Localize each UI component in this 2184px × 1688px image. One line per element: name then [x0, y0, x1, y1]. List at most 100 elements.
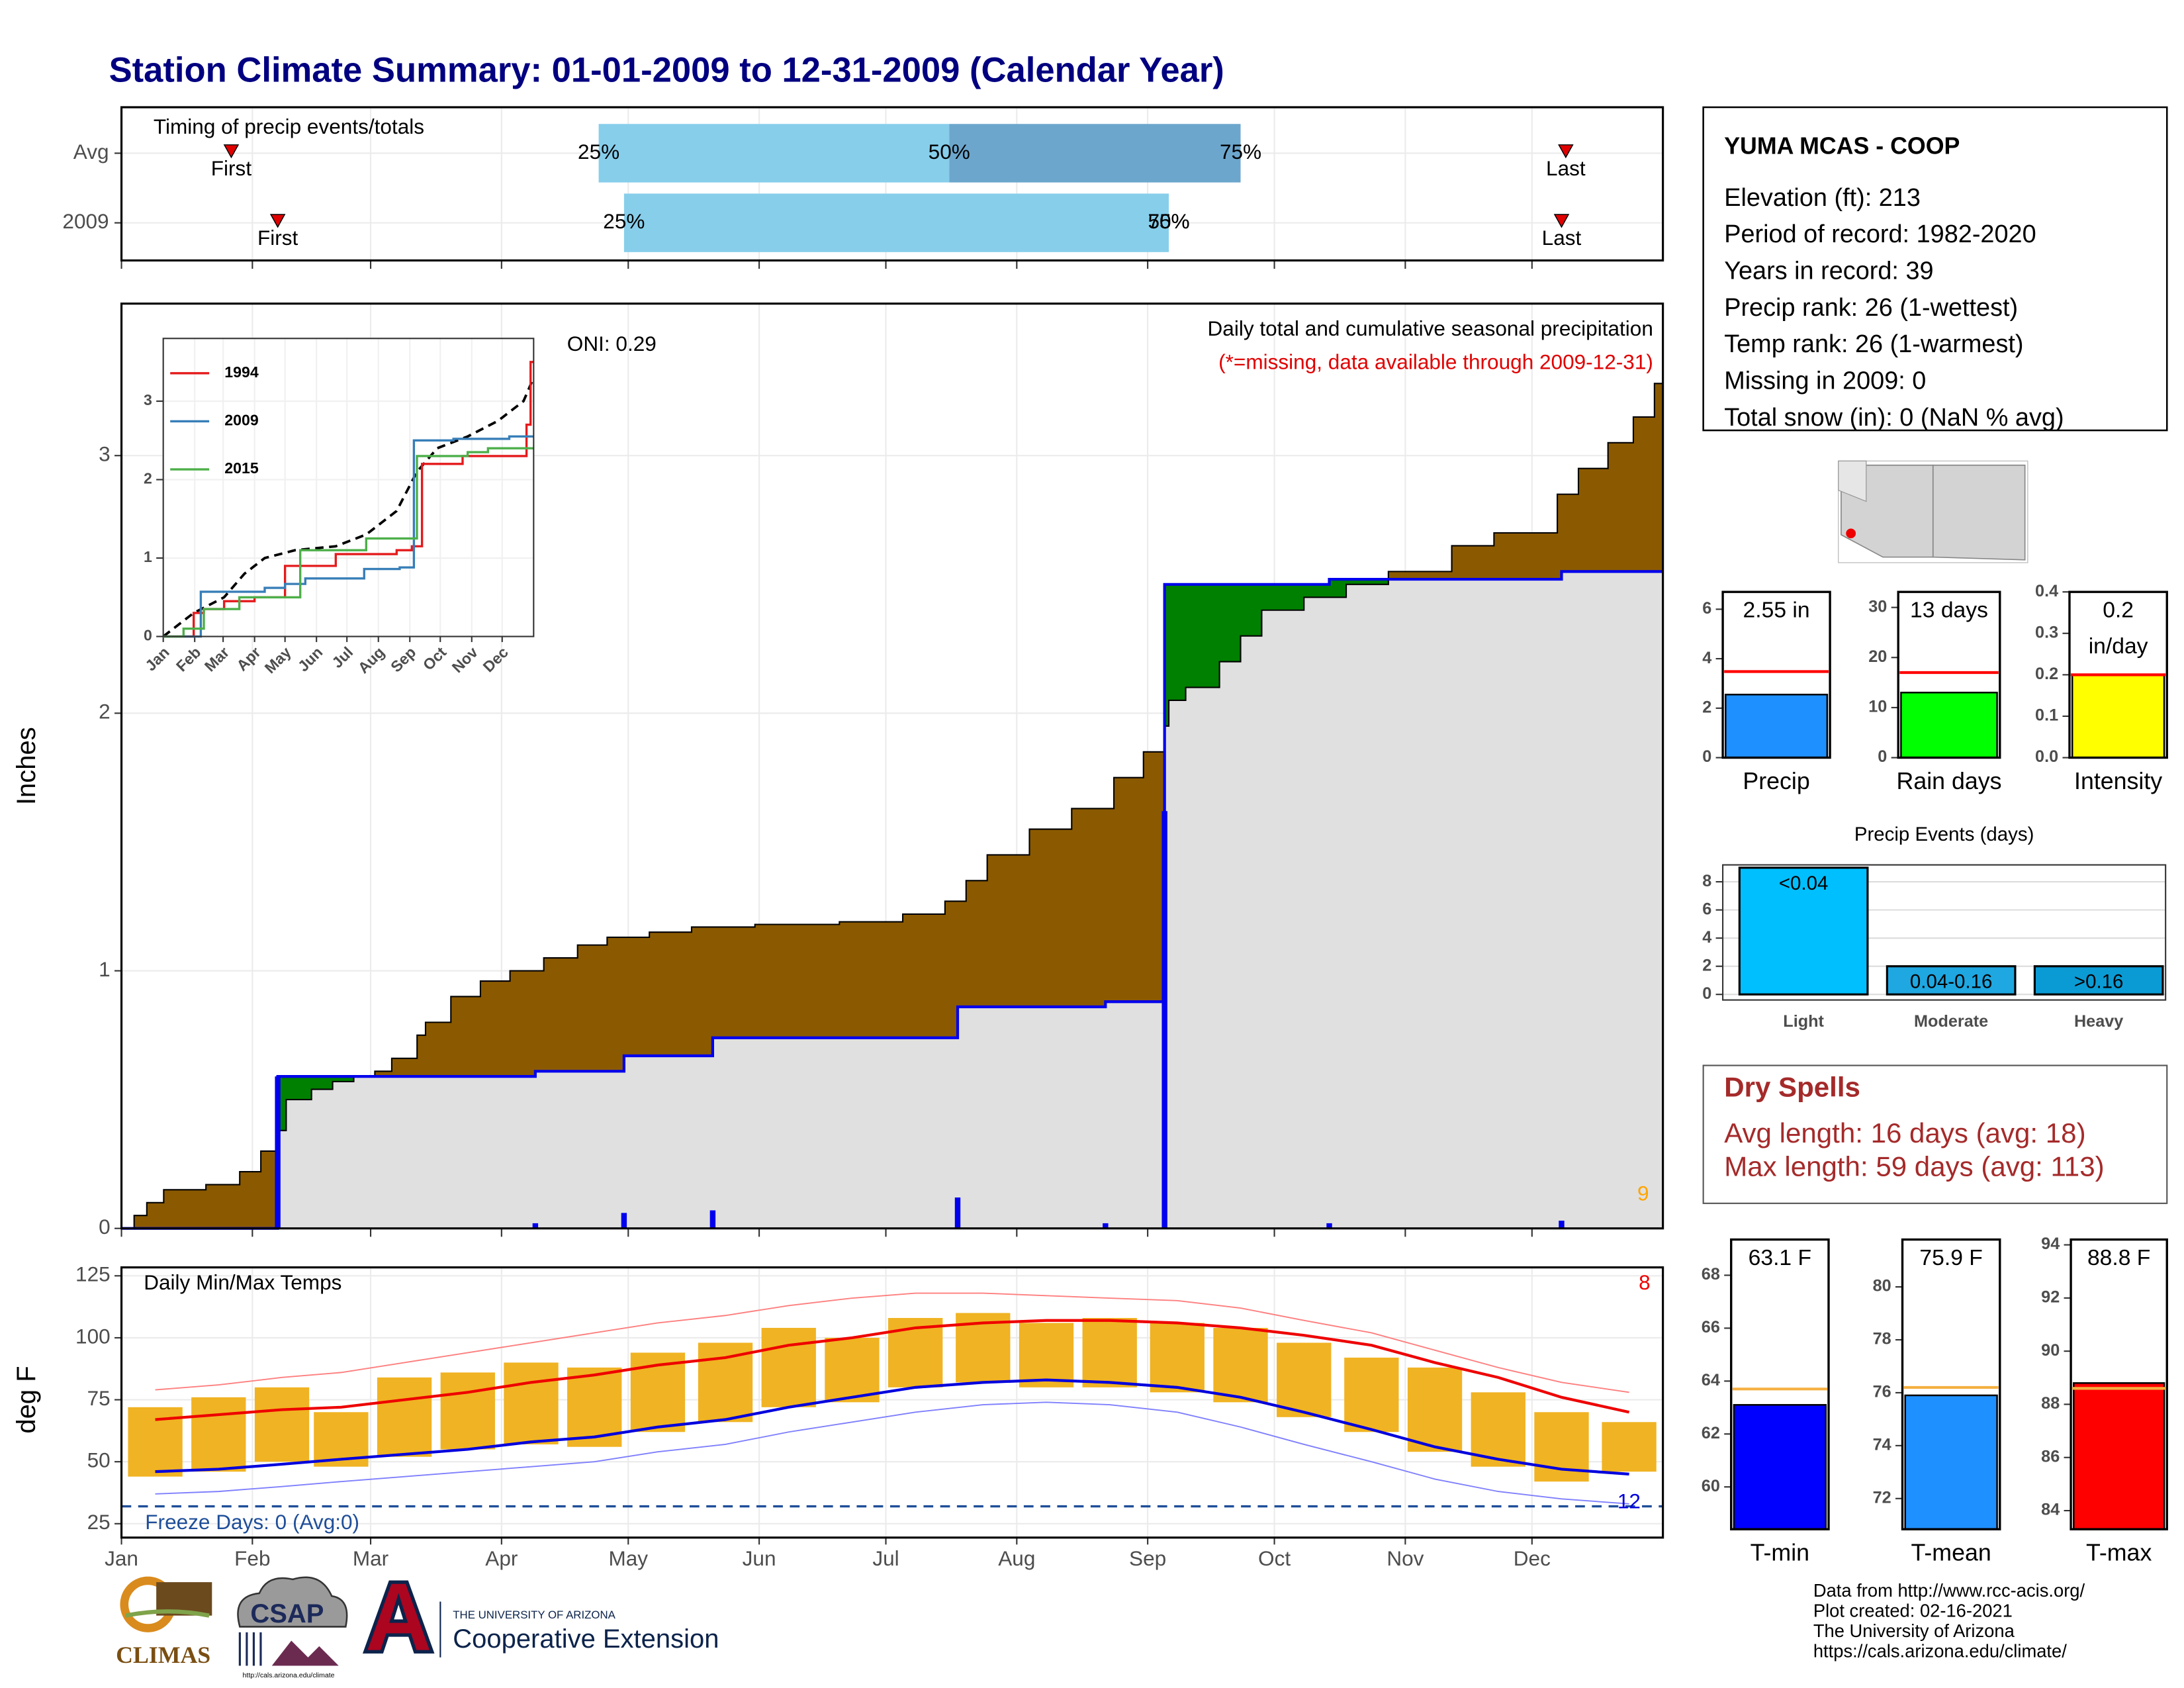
station-location	[1846, 528, 1856, 539]
event-label: Last	[1542, 226, 1582, 250]
daily-range-bar	[1213, 1327, 1268, 1403]
row-label: 2009	[62, 209, 109, 233]
y-tick-label: 50	[87, 1448, 111, 1472]
summary-bar	[1725, 694, 1829, 759]
event-range-label: <0.04	[1779, 872, 1829, 894]
range-bar-lower	[598, 124, 950, 183]
dry-spells-title: Dry Spells	[1724, 1071, 1860, 1102]
percent-label: 50%	[1148, 209, 1189, 233]
x-tick-label: Nov	[1387, 1546, 1424, 1570]
daily-precip-bar	[709, 1210, 716, 1229]
value-label: 0.2	[2103, 598, 2134, 623]
inset-frame	[162, 338, 535, 637]
chart-subtitle: (*=missing, data available through 2009-…	[1218, 350, 1653, 373]
event-marker	[1553, 214, 1570, 228]
dry-spells-box	[1702, 1064, 2168, 1204]
y-tick-label: 0.2	[2035, 665, 2058, 683]
legend-label: 2015	[224, 459, 259, 477]
locator-map	[1838, 460, 2028, 563]
x-tick-label: Feb	[234, 1546, 270, 1570]
normal-high-line	[155, 1319, 1630, 1421]
y-tick-label: 66	[1702, 1318, 1720, 1336]
daily-range-bar	[1407, 1367, 1463, 1452]
panel-title: Timing of precip events/totals	[154, 115, 424, 138]
event-range-label: >0.16	[2074, 971, 2124, 993]
summary-frame	[2070, 1238, 2168, 1530]
y-tick-label: 6	[1702, 599, 1711, 618]
y-tick-label: 125	[75, 1262, 111, 1286]
credit-line: Plot created: 02-16-2021	[1813, 1601, 2013, 1621]
map-new-mexico	[1932, 464, 2026, 561]
y-tick-label: 94	[2041, 1235, 2060, 1253]
daily-precip-bar	[1103, 1223, 1109, 1229]
x-tick-label: May	[608, 1546, 648, 1570]
event-marker	[269, 214, 286, 228]
summary-category: T-mean	[1911, 1539, 1991, 1566]
daily-precip-bar	[1326, 1223, 1332, 1229]
panel-frame	[120, 106, 1664, 262]
y-tick-label: 0	[1878, 747, 1887, 766]
value-label: 88.8 F	[2087, 1246, 2150, 1270]
summary-category: T-min	[1751, 1539, 1809, 1566]
station-line: Temp rank: 26 (1-warmest)	[1724, 330, 2023, 358]
event-bar	[2033, 965, 2164, 996]
chart-title: Daily Min/Max Temps	[144, 1270, 341, 1294]
dry-spell-line: Avg length: 16 days (avg: 18)	[1724, 1117, 2085, 1149]
y-tick-label: 3	[99, 442, 111, 466]
record-low-count: 12	[1617, 1489, 1641, 1513]
cumulative-line	[121, 570, 1663, 1230]
y-tick-label: 10	[1868, 698, 1887, 716]
row-label: Avg	[73, 140, 109, 164]
summary-frame	[1901, 1238, 2001, 1530]
y-tick-label: 0.4	[2035, 582, 2058, 600]
event-marker	[223, 144, 240, 159]
y-tick-label: 75	[87, 1386, 111, 1410]
map-neighbor	[1838, 460, 1867, 502]
record-high-count: 8	[1639, 1270, 1651, 1294]
event-count: 9	[1637, 1182, 1649, 1205]
y-tick-label: 1	[99, 957, 111, 981]
x-tick-label: Jun	[743, 1546, 776, 1570]
y-tick-label: 68	[1702, 1265, 1720, 1284]
station-box	[1702, 106, 2168, 432]
station-name: YUMA MCAS - COOP	[1724, 132, 1960, 159]
events-frame	[1722, 864, 2167, 1001]
ua-logo: THE UNIVERSITY OF ARIZONA Cooperative Ex…	[362, 1580, 719, 1658]
y-tick-label: 78	[1873, 1330, 1891, 1348]
summary-category: Intensity	[2074, 768, 2162, 794]
event-bar	[1738, 867, 1869, 996]
credit-line: The University of Arizona	[1813, 1620, 2015, 1641]
percent-label: 75%	[1148, 209, 1189, 233]
record-low-line	[155, 1401, 1629, 1505]
y-tick-label: 2	[99, 700, 111, 724]
dry-spell-line: Max length: 59 days (avg: 113)	[1724, 1150, 2104, 1182]
daily-precip-bar	[1161, 811, 1167, 1229]
y-tick-label: 20	[1868, 647, 1887, 666]
y-tick-label: 0	[1702, 747, 1711, 766]
daily-range-bar	[1150, 1323, 1205, 1393]
y-tick-label: 0	[144, 627, 152, 644]
daily-precip-bar	[621, 1213, 627, 1229]
y-tick-label: 92	[2041, 1288, 2060, 1307]
summary-category: Rain days	[1896, 768, 2001, 794]
oni-annotation: ONI: 0.29	[567, 332, 657, 355]
y-tick-label: 90	[2041, 1341, 2060, 1360]
x-tick-label: Mar	[353, 1546, 388, 1570]
daily-range-bar	[1344, 1357, 1399, 1432]
y-tick-label: 76	[1873, 1383, 1891, 1401]
range-bar-lower	[623, 193, 1169, 252]
y-tick-label: 2	[144, 470, 152, 487]
y-tick-label: 8	[1702, 872, 1711, 890]
summary-bar	[1733, 1404, 1827, 1530]
x-tick-label: Jan	[105, 1546, 138, 1570]
legend-label: 1994	[224, 363, 259, 381]
event-bar	[1886, 965, 2017, 996]
value-label: 63.1 F	[1749, 1246, 1811, 1270]
logo-shape	[362, 1580, 435, 1654]
y-tick-label: 0	[99, 1215, 111, 1239]
y-tick-label: 84	[2041, 1501, 2060, 1519]
percent-label: 75%	[1220, 140, 1261, 164]
summary-bar	[2071, 674, 2165, 759]
panel-frame	[120, 303, 1664, 1230]
